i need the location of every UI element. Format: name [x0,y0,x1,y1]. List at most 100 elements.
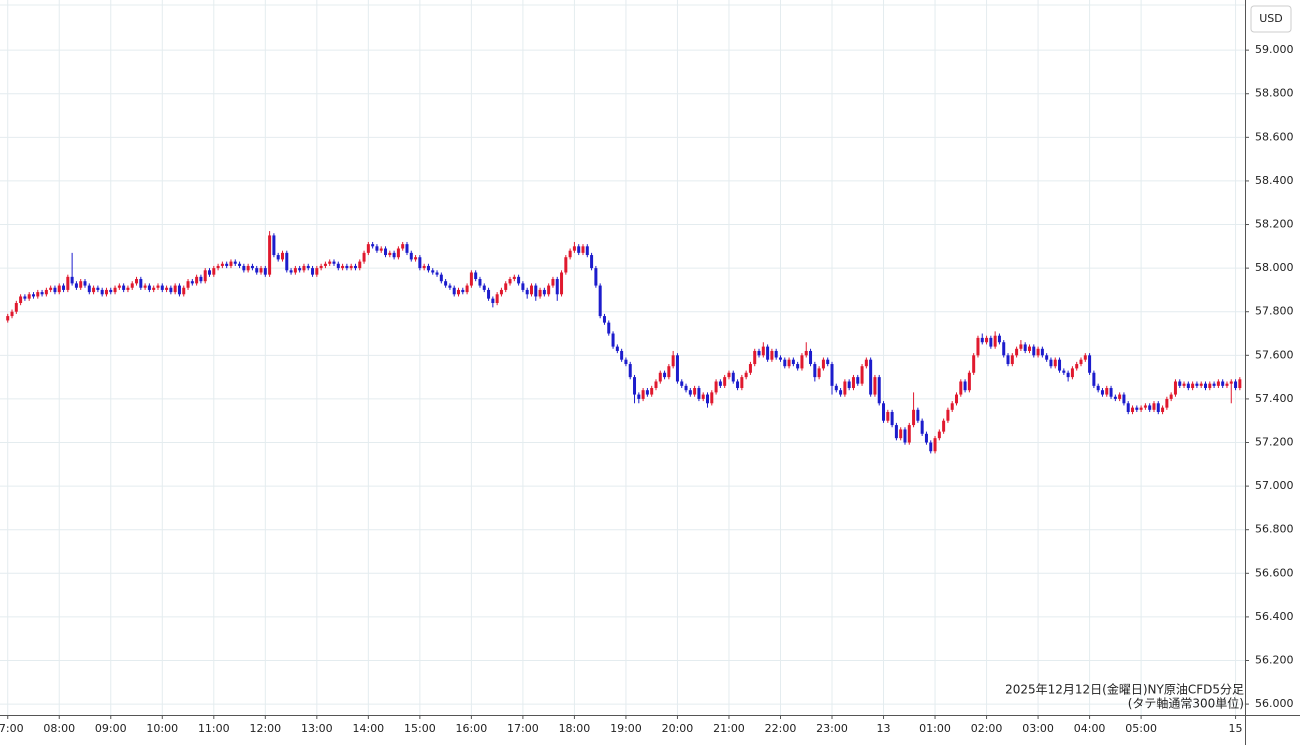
x-tick-label: 21:00 [713,722,745,735]
candle-body [491,298,495,304]
candle-body [993,335,997,347]
candle-body [495,294,499,304]
candle-body [302,265,306,271]
x-tick-label: 22:00 [765,722,797,735]
x-tick-label: 18:00 [559,722,591,735]
candle-body [1096,385,1100,391]
candle-body [298,268,302,271]
candle-body [628,364,632,378]
candle-body [997,335,1001,343]
candle-body [967,372,971,391]
candle-body [353,265,357,269]
x-tick-label: 02:00 [971,722,1003,735]
candle-body [426,265,430,271]
candle-body [482,285,486,290]
candle-body [349,265,353,269]
candle-body [985,337,989,343]
candle-body [860,366,864,384]
candle-body [152,287,156,290]
y-tick-label: 58.800 [1255,87,1294,100]
candle-body [1195,383,1199,386]
candle-body [199,276,203,282]
candle-body [787,359,791,367]
candle-body [431,270,435,273]
candle-body [1083,355,1087,360]
candle-body [1019,344,1023,349]
candle-body [1118,394,1122,399]
candle-body [1135,407,1139,410]
candle-body [521,283,525,290]
candle-body [1092,372,1096,386]
candle-body [44,289,48,295]
candle-body [650,388,654,395]
candle-body [602,316,606,323]
candle-body [633,377,637,395]
candle-body [1023,344,1027,351]
candle-body [135,279,139,284]
candle-body [512,276,516,280]
candle-body [27,294,31,299]
candle-body [1002,342,1006,356]
candle-body [49,287,53,290]
candle-body [280,252,284,260]
x-tick-label: 12:00 [249,722,281,735]
candle-body [937,431,941,439]
candle-body [1062,370,1066,373]
x-tick-label: 04:00 [1074,722,1106,735]
candle-body [1139,407,1143,410]
candle-body [74,283,78,288]
candle-body [1088,355,1092,373]
candle-body [869,359,873,395]
candle-body [10,311,14,317]
candle-body [620,350,624,360]
x-tick-label: 10:00 [146,722,178,735]
candle-body [718,381,722,386]
candle-body [645,390,649,395]
y-tick-label: 57.600 [1255,348,1294,361]
candle-body [839,390,843,395]
candle-body [1225,383,1229,386]
candle-body [809,350,813,365]
candle-body [190,281,194,284]
candle-body [748,364,752,373]
candle-body [882,403,886,421]
currency-label: USD [1259,12,1283,25]
candle-body [1161,407,1165,412]
candle-body [1148,405,1152,410]
candle-body [594,268,598,286]
candle-body [976,337,980,356]
candle-body [1221,381,1225,386]
candle-body [667,366,671,378]
candle-body [637,394,641,399]
candle-body [834,385,838,391]
candle-body [1058,359,1062,371]
candle-body [1006,355,1010,365]
caption: (タテ軸通常300単位) [1128,696,1244,711]
candle-body [980,337,984,343]
candle-body [311,268,315,275]
candle-body [555,279,559,295]
y-tick-label: 58.600 [1255,130,1294,143]
candle-body [821,359,825,369]
candle-body [366,244,370,253]
candle-body [933,438,937,452]
candle-body [293,268,297,273]
candle-body [323,263,327,266]
candle-body [165,287,169,290]
candle-body [147,285,151,290]
candle-body [405,244,409,253]
candle-body [607,322,611,334]
candle-body [130,283,134,288]
candle-body [1178,381,1182,386]
candle-body [499,289,503,295]
candle-body [384,248,388,256]
candle-body [439,274,443,282]
x-tick-label: 14:00 [352,722,384,735]
candle-body [577,246,581,253]
candle-body [143,285,147,288]
candle-body [873,377,877,395]
candle-body [757,350,761,356]
x-tick-label: 13 [877,722,891,735]
candle-body [83,281,87,286]
candle-body [1053,359,1057,367]
